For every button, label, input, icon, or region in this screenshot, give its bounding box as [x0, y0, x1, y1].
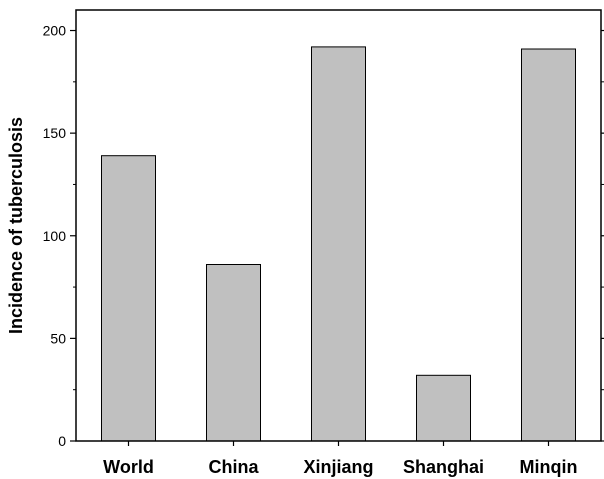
bar-shanghai: [416, 374, 471, 442]
y-axis-title: Incidence of tuberculosis: [6, 117, 26, 334]
bar-xinjiang: [311, 46, 366, 442]
y-tick-label: 200: [43, 23, 67, 39]
bar-minqin: [521, 48, 576, 442]
x-tick-label: Xinjiang: [303, 457, 373, 477]
plot-frame: [75, 9, 602, 442]
y-tick-label: 0: [58, 433, 66, 449]
bar-china: [206, 264, 261, 442]
x-tick-label: Shanghai: [403, 457, 484, 477]
x-tick-label: World: [103, 457, 154, 477]
x-tick-label: China: [208, 457, 259, 477]
bars-layer: [101, 46, 576, 442]
x-tick-label: Minqin: [520, 457, 578, 477]
bar-world: [101, 155, 156, 442]
labels-layer: World China Xinjiang Shanghai Minqin 0 50 100 15…: [43, 23, 578, 477]
y-tick-label: 50: [50, 330, 66, 346]
y-tick-label: 150: [43, 125, 67, 141]
y-tick-label: 100: [43, 228, 67, 244]
